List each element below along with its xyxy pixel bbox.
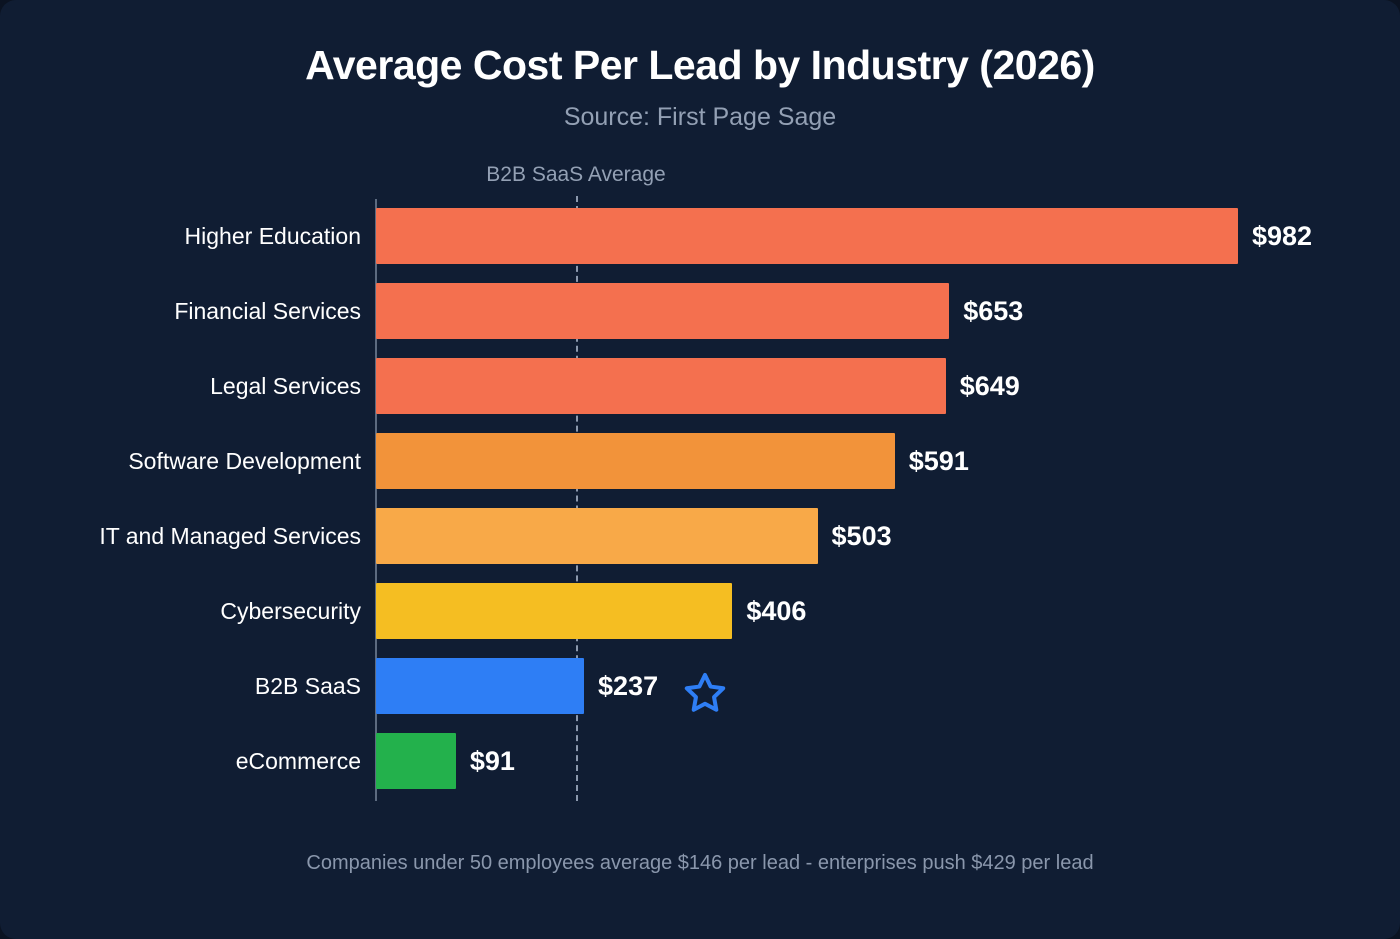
bar-value-label: $649 <box>959 371 1020 401</box>
star-icon <box>684 672 726 712</box>
bar-row: Financial Services $653 <box>0 283 1400 339</box>
bar-row: Cybersecurity $406 <box>0 583 1400 639</box>
bar-value-label: $237 <box>598 671 659 701</box>
bar[interactable] <box>376 508 818 564</box>
bar[interactable] <box>376 583 733 639</box>
bar-value-label: $591 <box>908 446 969 476</box>
category-label: B2B SaaS <box>254 673 361 699</box>
bar-row: B2B SaaS $237 <box>0 658 1400 714</box>
category-label: IT and Managed Services <box>99 523 361 549</box>
bar-row: Legal Services $649 <box>0 358 1400 414</box>
category-label: Cybersecurity <box>220 598 361 624</box>
bar-value-label: $91 <box>469 746 515 776</box>
bar-row: Higher Education $982 <box>0 208 1400 264</box>
category-label: Software Development <box>128 448 361 474</box>
bar[interactable] <box>376 658 585 714</box>
bar-value-label: $503 <box>831 521 892 551</box>
category-label: Legal Services <box>210 373 361 399</box>
bar-row: eCommerce $91 <box>0 733 1400 789</box>
chart-footnote: Companies under 50 employees average $14… <box>306 852 1094 874</box>
bar[interactable] <box>376 208 1238 264</box>
category-label: eCommerce <box>235 748 361 774</box>
category-label: Financial Services <box>174 298 361 324</box>
bar-row: IT and Managed Services $503 <box>0 508 1400 564</box>
bar-value-label: $653 <box>963 296 1024 326</box>
bar[interactable] <box>376 433 895 489</box>
bar-row: Software Development $591 <box>0 433 1400 489</box>
chart-subtitle: Source: First Page Sage <box>563 103 837 131</box>
category-label: Higher Education <box>184 223 361 249</box>
reference-line-label: B2B SaaS Average <box>486 163 666 186</box>
reference-line <box>576 196 578 801</box>
bar[interactable] <box>376 283 950 339</box>
bar[interactable] <box>376 733 456 789</box>
bar[interactable] <box>376 358 946 414</box>
page-title: Average Cost Per Lead by Industry (2026) <box>305 42 1095 88</box>
y-axis-line <box>375 199 377 801</box>
bar-value-label: $982 <box>1252 221 1313 251</box>
bar-value-label: $406 <box>746 596 807 626</box>
